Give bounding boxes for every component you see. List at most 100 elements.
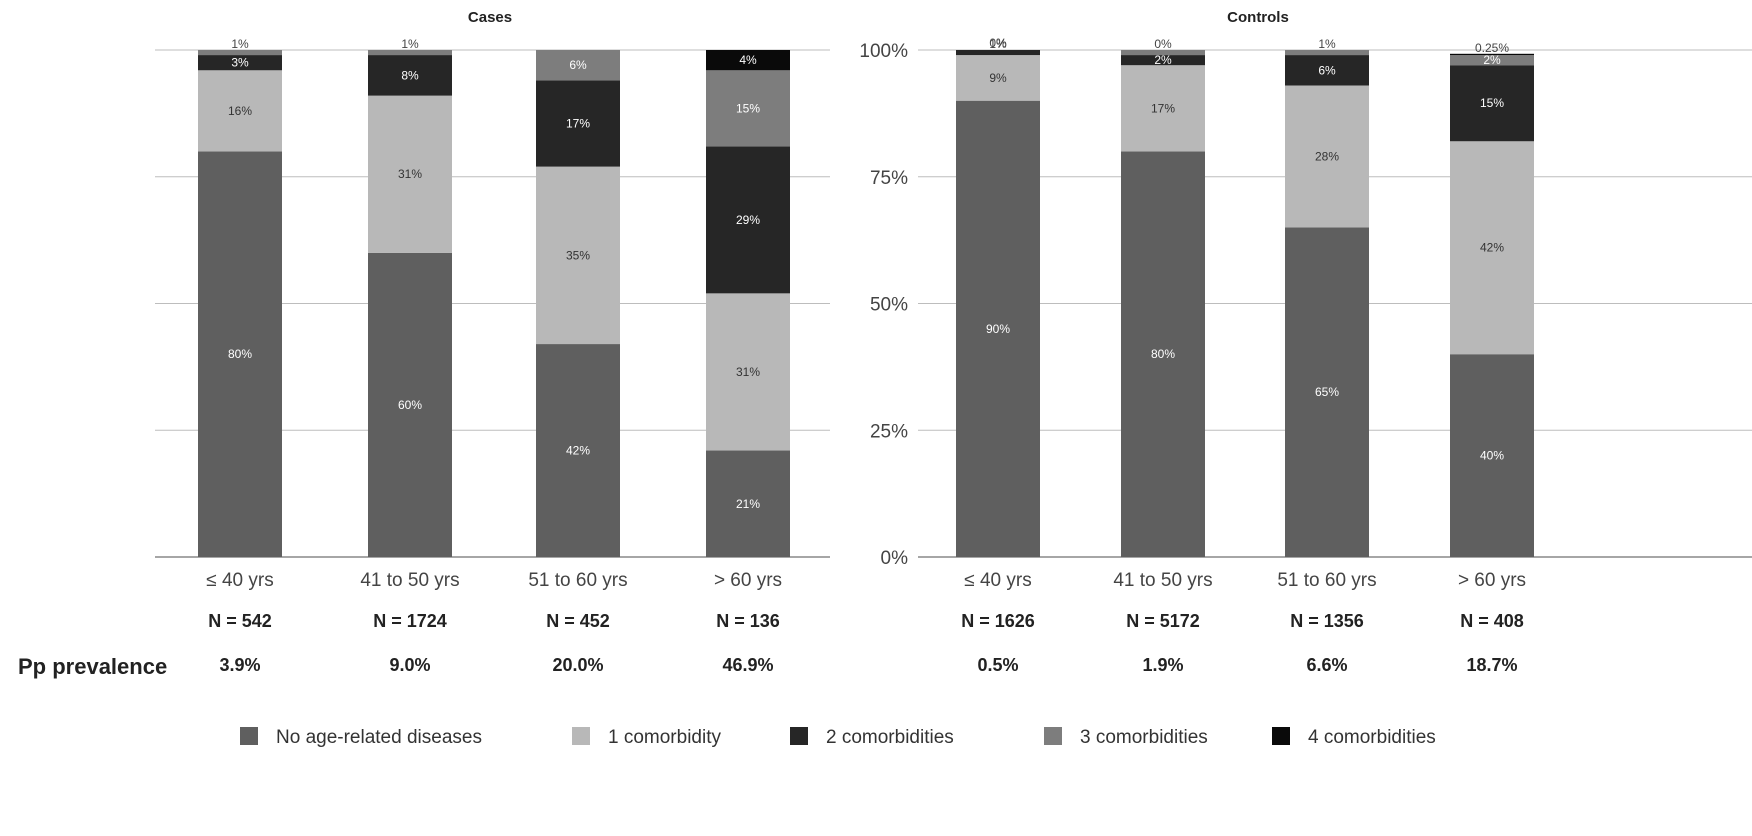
- x-category-label: 41 to 50 yrs: [360, 570, 459, 591]
- data-label: 35%: [566, 248, 590, 262]
- n-label: N = 5172: [1126, 611, 1200, 631]
- legend-label: 4 comorbidities: [1308, 727, 1436, 748]
- data-label: 21%: [736, 497, 760, 511]
- bar-segment-0-2-3: [536, 50, 620, 81]
- y-tick-label: 100%: [859, 41, 908, 62]
- data-label: 40%: [1480, 449, 1504, 463]
- n-label: N = 1626: [961, 611, 1035, 631]
- bar-segment-0-3-2: [706, 146, 790, 294]
- bar-segment-0-1-0: [368, 252, 452, 558]
- legend-swatch: [1272, 727, 1290, 745]
- bar-segment-1-2-1: [1285, 85, 1369, 228]
- x-category-label: > 60 yrs: [1458, 570, 1526, 591]
- data-label: 16%: [228, 104, 252, 118]
- data-label: 65%: [1315, 385, 1339, 399]
- legend-swatch: [240, 727, 258, 745]
- legend-label: No age-related diseases: [276, 727, 482, 748]
- bar-segment-1-3-3: [1450, 55, 1534, 66]
- y-tick-label: 0%: [881, 548, 909, 569]
- data-label: 0.25%: [1475, 41, 1509, 55]
- y-tick-label: 50%: [870, 295, 908, 316]
- bar-segment-1-3-4: [1450, 53, 1534, 56]
- data-label: 1%: [1318, 37, 1336, 51]
- bar-segment-0-3-4: [706, 50, 790, 71]
- bar-segment-1-2-2: [1285, 55, 1369, 86]
- x-category-label: 41 to 50 yrs: [1113, 570, 1212, 591]
- data-label: 15%: [1480, 96, 1504, 110]
- n-label: N = 408: [1460, 611, 1524, 631]
- prevalence-row-label: Pp prevalence: [18, 654, 167, 679]
- bar-segment-1-0-0: [956, 100, 1040, 557]
- bar-segment-1-3-1: [1450, 141, 1534, 355]
- bar-segment-0-0-1: [198, 70, 282, 152]
- data-label: 90%: [986, 322, 1010, 336]
- n-label: N = 542: [208, 611, 272, 631]
- x-category-label: > 60 yrs: [714, 570, 782, 591]
- data-label: 6%: [569, 58, 587, 72]
- bar-segment-0-0-3: [198, 50, 282, 56]
- prevalence-value: 1.9%: [1142, 655, 1183, 675]
- bar-segment-0-1-3: [368, 50, 452, 56]
- n-label: N = 1724: [373, 611, 447, 631]
- x-category-label: ≤ 40 yrs: [964, 570, 1031, 591]
- data-label: 80%: [228, 347, 252, 361]
- prevalence-value: 3.9%: [219, 655, 260, 675]
- data-label: 9%: [989, 71, 1007, 85]
- prevalence-value: 0.5%: [977, 655, 1018, 675]
- legend-swatch: [790, 727, 808, 745]
- bar-segment-1-1-3: [1121, 50, 1205, 56]
- y-tick-label: 75%: [870, 168, 908, 189]
- data-label: 31%: [736, 365, 760, 379]
- data-label: 29%: [736, 213, 760, 227]
- x-category-label: 51 to 60 yrs: [1277, 570, 1376, 591]
- bar-segment-0-2-0: [536, 344, 620, 557]
- panel-title-1: Controls: [1227, 9, 1289, 26]
- data-label: 2%: [1483, 53, 1501, 67]
- bar-segment-0-2-1: [536, 166, 620, 345]
- bar-segment-1-3-2: [1450, 65, 1534, 142]
- bar-segment-0-1-1: [368, 95, 452, 253]
- bar-segment-1-0-2: [956, 50, 1040, 56]
- data-label: 0%: [1154, 37, 1172, 51]
- prevalence-value: 20.0%: [552, 655, 603, 675]
- n-label: N = 136: [716, 611, 780, 631]
- data-label: 17%: [1151, 101, 1175, 115]
- data-label: 1%: [401, 37, 419, 51]
- prevalence-value: 46.9%: [722, 655, 773, 675]
- panel-title-0: Cases: [468, 9, 512, 26]
- bar-segment-1-1-1: [1121, 65, 1205, 152]
- prevalence-value: 6.6%: [1306, 655, 1347, 675]
- data-label: 42%: [566, 444, 590, 458]
- n-label: N = 1356: [1290, 611, 1364, 631]
- bar-segment-0-1-2: [368, 55, 452, 96]
- y-tick-label: 25%: [870, 421, 908, 442]
- bar-segment-0-3-3: [706, 70, 790, 147]
- x-category-label: ≤ 40 yrs: [206, 570, 273, 591]
- data-label: 15%: [736, 101, 760, 115]
- data-label: 8%: [401, 68, 419, 82]
- x-category-label: 51 to 60 yrs: [528, 570, 627, 591]
- data-label: 28%: [1315, 149, 1339, 163]
- legend-swatch: [572, 727, 590, 745]
- data-label: 60%: [398, 398, 422, 412]
- legend-label: 2 comorbidities: [826, 727, 954, 748]
- data-label: 1%: [989, 37, 1007, 51]
- data-label: 17%: [566, 117, 590, 131]
- data-label: 3%: [231, 56, 249, 70]
- data-label: 42%: [1480, 241, 1504, 255]
- bar-segment-1-2-0: [1285, 227, 1369, 557]
- data-label: 4%: [739, 53, 757, 67]
- bar-segment-0-0-2: [198, 55, 282, 71]
- bar-segment-1-0-1: [956, 55, 1040, 101]
- data-label: 2%: [1154, 53, 1172, 67]
- legend-label: 1 comorbidity: [608, 727, 721, 748]
- bar-segment-1-3-0: [1450, 354, 1534, 557]
- bar-segment-0-3-1: [706, 293, 790, 451]
- legend-label: 3 comorbidities: [1080, 727, 1208, 748]
- data-label: 6%: [1318, 63, 1336, 77]
- bar-segment-0-0-0: [198, 151, 282, 557]
- data-label: 0%: [989, 36, 1007, 50]
- prevalence-value: 18.7%: [1466, 655, 1517, 675]
- prevalence-value: 9.0%: [389, 655, 430, 675]
- legend-swatch: [1044, 727, 1062, 745]
